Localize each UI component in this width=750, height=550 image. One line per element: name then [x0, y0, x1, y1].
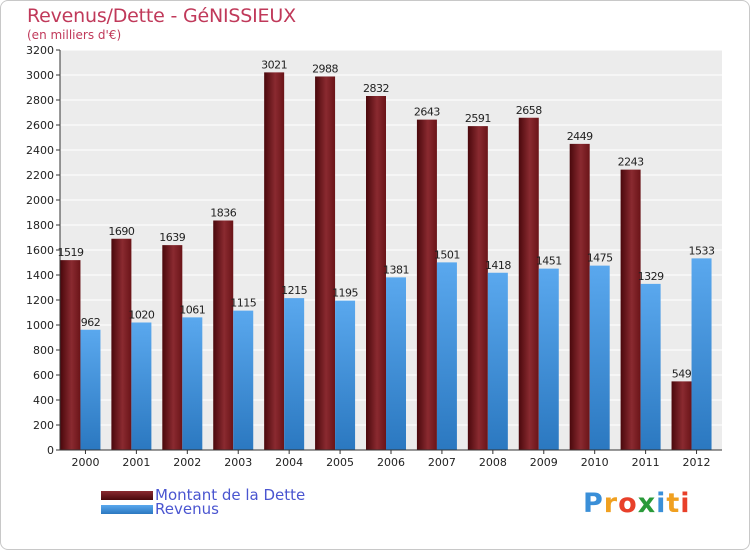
data-label-revenus: 1533 [689, 244, 715, 257]
y-tick-label: 1200 [26, 294, 54, 307]
legend-label-debt: Montant de la Dette [155, 486, 306, 504]
bar-revenus [284, 298, 305, 450]
bar-debt [264, 72, 285, 450]
bar-debt [111, 238, 132, 450]
data-label-debt: 3021 [261, 58, 287, 71]
y-tick-label: 2800 [26, 94, 54, 107]
bar-debt [162, 245, 183, 450]
x-tick-label: 2007 [428, 456, 456, 469]
bar-revenus [691, 258, 712, 450]
x-tick-label: 2004 [275, 456, 303, 469]
data-label-revenus: 1061 [179, 303, 205, 316]
chart-title: Revenus/Dette - GéNISSIEUX [27, 5, 296, 27]
bar-debt [467, 126, 488, 450]
data-label-debt: 549 [672, 367, 692, 380]
x-tick-label: 2000 [71, 456, 99, 469]
x-tick-label: 2006 [377, 456, 405, 469]
y-tick-label: 1000 [26, 319, 54, 332]
data-label-debt: 2591 [465, 112, 491, 125]
x-tick-label: 2001 [122, 456, 150, 469]
logo-letter: i [656, 488, 667, 519]
bar-revenus [233, 310, 254, 450]
bar-debt [569, 143, 590, 450]
legend-swatch-debt [101, 491, 153, 500]
bar-debt [366, 96, 386, 450]
data-label-debt: 2832 [363, 82, 389, 95]
bar-revenus [386, 277, 406, 450]
legend-label-revenus: Revenus [155, 500, 219, 518]
logo-letter: t [666, 488, 681, 519]
bar-debt [620, 169, 641, 450]
bar-debt [213, 220, 234, 450]
data-label-revenus: 1195 [332, 287, 358, 300]
y-tick-label: 2400 [26, 144, 54, 157]
data-label-debt: 1836 [210, 207, 236, 220]
bar-debt [416, 119, 437, 450]
data-label-debt: 2658 [516, 104, 542, 117]
data-label-debt: 1690 [108, 225, 134, 238]
y-tick-label: 400 [33, 394, 54, 407]
data-label-debt: 2449 [567, 130, 593, 143]
bar-revenus [335, 300, 356, 450]
data-label-debt: 2643 [414, 106, 440, 119]
x-tick-label: 2010 [581, 456, 609, 469]
y-tick-label: 2200 [26, 169, 54, 182]
data-label-revenus: 962 [81, 316, 101, 329]
logo-letter: x [637, 488, 657, 519]
data-label-revenus: 1418 [485, 259, 511, 272]
bar-revenus [182, 317, 203, 450]
legend-swatch-revenus [101, 505, 153, 514]
bar-revenus [436, 262, 457, 450]
data-label-debt: 1519 [57, 246, 83, 259]
y-tick-label: 0 [47, 444, 54, 457]
bar-debt [315, 76, 336, 450]
proxiti-logo: Proxiti [583, 488, 691, 519]
data-label-revenus: 1215 [281, 284, 307, 297]
y-tick-label: 600 [33, 369, 54, 382]
data-label-revenus: 1381 [383, 263, 409, 276]
x-tick-label: 2012 [683, 456, 711, 469]
bar-revenus [131, 322, 152, 450]
data-label-revenus: 1329 [638, 270, 664, 283]
y-tick-label: 3200 [26, 44, 54, 57]
y-tick-label: 3000 [26, 69, 54, 82]
data-label-revenus: 1115 [230, 297, 256, 310]
logo-letter: o [618, 488, 638, 519]
x-tick-label: 2011 [632, 456, 660, 469]
y-tick-label: 2600 [26, 119, 54, 132]
bar-debt [671, 381, 692, 450]
logo-letter: i [680, 488, 691, 519]
bar-debt [518, 117, 539, 450]
x-tick-label: 2002 [173, 456, 201, 469]
y-tick-label: 1800 [26, 219, 54, 232]
x-tick-label: 2003 [224, 456, 252, 469]
y-tick-label: 1600 [26, 244, 54, 257]
x-tick-label: 2008 [479, 456, 507, 469]
data-label-debt: 2243 [618, 156, 644, 169]
data-label-debt: 1639 [159, 231, 185, 244]
data-label-revenus: 1451 [536, 255, 562, 268]
bar-revenus [538, 268, 559, 450]
chart-subtitle: (en milliers d'€) [27, 28, 122, 42]
data-label-revenus: 1501 [434, 248, 460, 261]
y-tick-label: 2000 [26, 194, 54, 207]
y-tick-label: 1400 [26, 269, 54, 282]
data-label-revenus: 1020 [128, 309, 154, 322]
x-tick-label: 2005 [326, 456, 354, 469]
logo-letter: r [603, 488, 619, 519]
x-tick-label: 2009 [530, 456, 558, 469]
bar-revenus [487, 272, 508, 450]
bar-revenus [589, 265, 610, 450]
data-label-revenus: 1475 [587, 252, 613, 265]
logo-letter: P [583, 488, 604, 519]
y-tick-label: 800 [33, 344, 54, 357]
data-label-debt: 2988 [312, 63, 338, 76]
bar-debt [60, 260, 81, 450]
bar-revenus [80, 329, 101, 450]
y-tick-label: 200 [33, 419, 54, 432]
bar-revenus [640, 283, 661, 450]
